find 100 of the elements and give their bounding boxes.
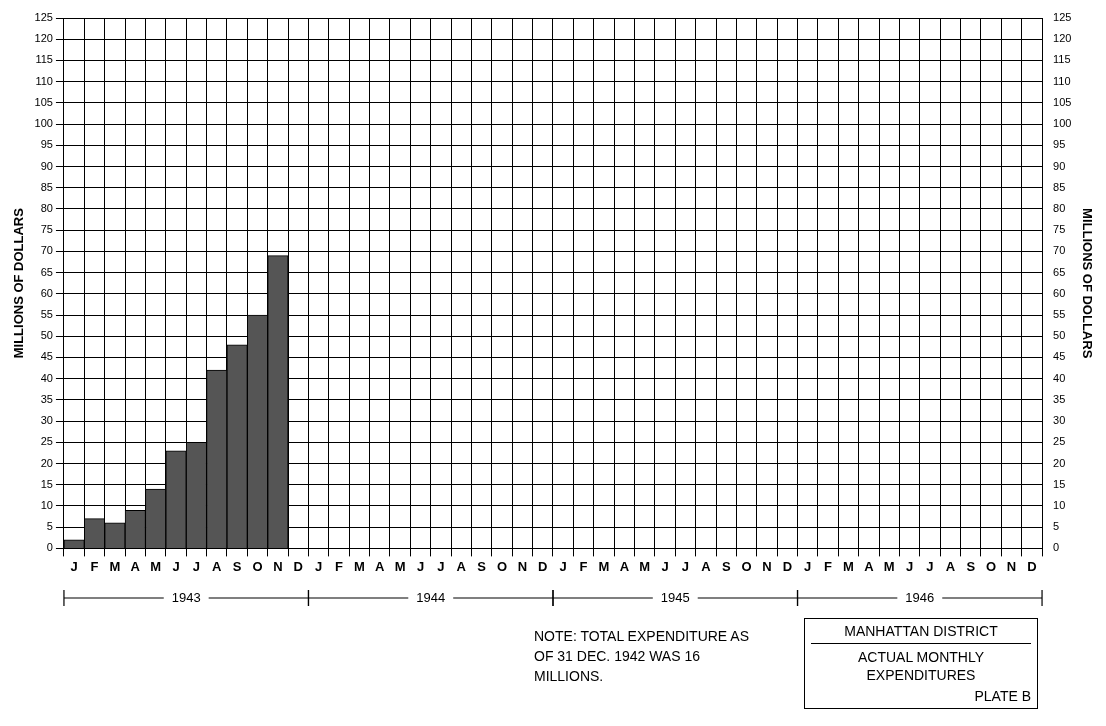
y2-tick-label: 30 [1053, 414, 1066, 427]
x-tick-label: A [212, 558, 223, 574]
y-tick-label: 120 [34, 32, 53, 45]
x-tick-label: D [1027, 558, 1037, 574]
y-tick-label: 35 [40, 392, 53, 405]
y2-tick-label: 50 [1053, 329, 1066, 342]
y2-tick-label: 55 [1053, 308, 1066, 321]
y-tick-label: 80 [40, 201, 53, 214]
x-tick-label: N [517, 558, 528, 574]
y-tick-label: 90 [40, 159, 53, 172]
text: 1945 [660, 589, 690, 605]
y2-tick-label: 45 [1053, 350, 1066, 363]
x-tick-label: S [966, 558, 976, 574]
x-tick-label: M [394, 558, 406, 574]
x-tick-label: A [130, 558, 141, 574]
x-tick-label: M [109, 558, 121, 574]
x-tick-label: J [804, 558, 812, 574]
y2-tick-label: 70 [1053, 244, 1066, 257]
y-tick-label: 30 [40, 414, 53, 427]
x-tick-label: J [416, 558, 425, 574]
x-tick-label: F [90, 558, 99, 574]
y2-tick-label: 35 [1053, 392, 1066, 405]
x-tick-label: S [477, 558, 487, 574]
y-tick-label: 75 [40, 223, 53, 236]
y-tick-label: 70 [40, 244, 53, 257]
y2-tick-label: 105 [1053, 95, 1072, 108]
x-tick-label: J [192, 558, 201, 574]
y2-tick-label: 75 [1053, 223, 1066, 236]
y-tick-label: 60 [40, 286, 53, 299]
text: NOTE: TOTAL EXPENDITURE AS OF 31 DEC. 1942 WAS 16 MILLIONS. [534, 627, 750, 686]
y-tick-label: 105 [34, 95, 53, 108]
x-tick-label: M [883, 558, 895, 574]
x-tick-label: A [456, 558, 467, 574]
y2-tick-label: 100 [1053, 117, 1072, 130]
x-tick-label: J [315, 558, 323, 574]
x-tick-label: J [70, 558, 78, 574]
text: PLATE B [973, 688, 1031, 704]
y2-tick-label: 5 [1053, 520, 1060, 533]
x-tick-label: S [232, 558, 242, 574]
x-tick-label: M [598, 558, 610, 574]
y-tick-label: 15 [40, 477, 53, 490]
y2-tick-label: 40 [1053, 371, 1066, 384]
text: 1946 [905, 589, 935, 605]
y2-tick-label: 110 [1053, 74, 1071, 87]
x-tick-label: O [252, 558, 263, 574]
y-tick-label: 115 [35, 53, 53, 66]
x-tick-label: D [293, 558, 303, 574]
x-tick-label: M [354, 558, 365, 574]
x-tick-label: A [375, 558, 386, 574]
x-tick-label: J [905, 558, 914, 574]
y-tick-label: 125 [34, 11, 53, 24]
text: MANHATTAN DISTRICT [811, 623, 1031, 644]
y2-tick-label: 125 [1053, 11, 1072, 24]
y-tick-label: 95 [40, 138, 53, 151]
x-tick-label: J [559, 558, 567, 574]
x-tick-label: J [661, 558, 669, 574]
y2-tick-label: 65 [1053, 265, 1066, 278]
x-tick-label: O [497, 558, 508, 574]
x-tick-label: J [172, 558, 180, 574]
x-tick-label: M [843, 558, 854, 574]
y-tick-label: 20 [40, 456, 53, 469]
y-axis-title: MILLIONS OF DOLLARS [11, 207, 27, 359]
y2-tick-label: 90 [1053, 159, 1066, 172]
x-tick-label: M [639, 558, 651, 574]
y-tick-label: 0 [46, 541, 53, 554]
x-tick-label: J [926, 558, 934, 574]
x-tick-label: N [762, 558, 772, 574]
x-tick-label: O [741, 558, 752, 574]
x-tick-label: N [1006, 558, 1017, 574]
y2-tick-label: 25 [1053, 435, 1066, 448]
x-tick-label: F [335, 558, 344, 574]
y-tick-label: 50 [40, 329, 53, 342]
x-tick-label: D [538, 558, 548, 574]
y-tick-label: 65 [40, 265, 53, 278]
x-tick-label: A [945, 558, 956, 574]
y-tick-label: 25 [40, 435, 53, 448]
x-tick-label: D [782, 558, 793, 574]
y2-tick-label: 80 [1053, 201, 1066, 214]
x-tick-label: A [701, 558, 712, 574]
y2-tick-label: 20 [1053, 456, 1066, 469]
x-tick-label: F [824, 558, 833, 574]
text: 1944 [416, 589, 446, 605]
y2-tick-label: 85 [1053, 180, 1066, 193]
x-tick-label: A [619, 558, 630, 574]
y-tick-label: 45 [40, 350, 53, 363]
x-tick-label: N [273, 558, 283, 574]
y2-tick-label: 115 [1053, 53, 1071, 66]
y-tick-label: 10 [40, 499, 53, 511]
y-tick-label: 85 [40, 180, 53, 193]
y-tick-label: 40 [40, 371, 53, 384]
y2-axis-title: MILLIONS OF DOLLARS [1079, 208, 1095, 359]
y2-tick-label: 120 [1053, 32, 1072, 45]
x-tick-label: O [986, 558, 997, 574]
text: 1943 [171, 589, 201, 605]
y-tick-label: 100 [34, 117, 53, 130]
y2-tick-label: 15 [1053, 477, 1066, 490]
text: ACTUAL MONTHLY EXPENDITURES [857, 648, 985, 684]
y-tick-label: 55 [40, 308, 53, 321]
x-tick-label: M [150, 558, 162, 574]
y-tick-label: 110 [35, 74, 53, 87]
